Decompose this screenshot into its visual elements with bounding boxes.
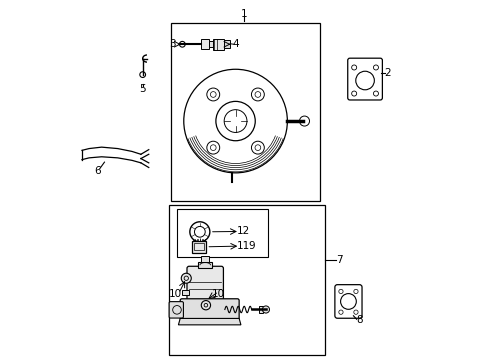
- Bar: [208, 41, 213, 47]
- Circle shape: [201, 301, 210, 310]
- Text: 10: 10: [168, 289, 182, 298]
- Text: 9: 9: [248, 241, 254, 251]
- Text: 10: 10: [212, 289, 225, 298]
- Text: 4: 4: [232, 39, 239, 49]
- Bar: [171, 23, 319, 202]
- Bar: [194, 243, 203, 250]
- Bar: [224, 40, 230, 48]
- Bar: [182, 290, 189, 296]
- Bar: [176, 208, 267, 257]
- Bar: [201, 39, 208, 49]
- Bar: [169, 205, 324, 355]
- Text: 2: 2: [383, 68, 390, 78]
- Bar: [198, 262, 212, 269]
- FancyBboxPatch shape: [169, 302, 183, 318]
- Bar: [201, 256, 209, 262]
- Text: 7: 7: [335, 255, 342, 265]
- Text: 12: 12: [237, 226, 250, 237]
- Bar: [182, 275, 189, 281]
- Text: 11: 11: [237, 241, 250, 251]
- Circle shape: [181, 273, 191, 283]
- Text: 6: 6: [94, 166, 101, 176]
- Text: 5: 5: [139, 84, 146, 94]
- Bar: [213, 39, 224, 50]
- Text: 1: 1: [240, 9, 246, 19]
- Text: 8: 8: [355, 315, 362, 325]
- FancyBboxPatch shape: [180, 299, 239, 320]
- Polygon shape: [178, 319, 241, 325]
- Circle shape: [262, 306, 269, 313]
- Text: 3: 3: [169, 39, 175, 49]
- Bar: [192, 241, 206, 252]
- Bar: [258, 306, 263, 313]
- FancyBboxPatch shape: [186, 266, 223, 305]
